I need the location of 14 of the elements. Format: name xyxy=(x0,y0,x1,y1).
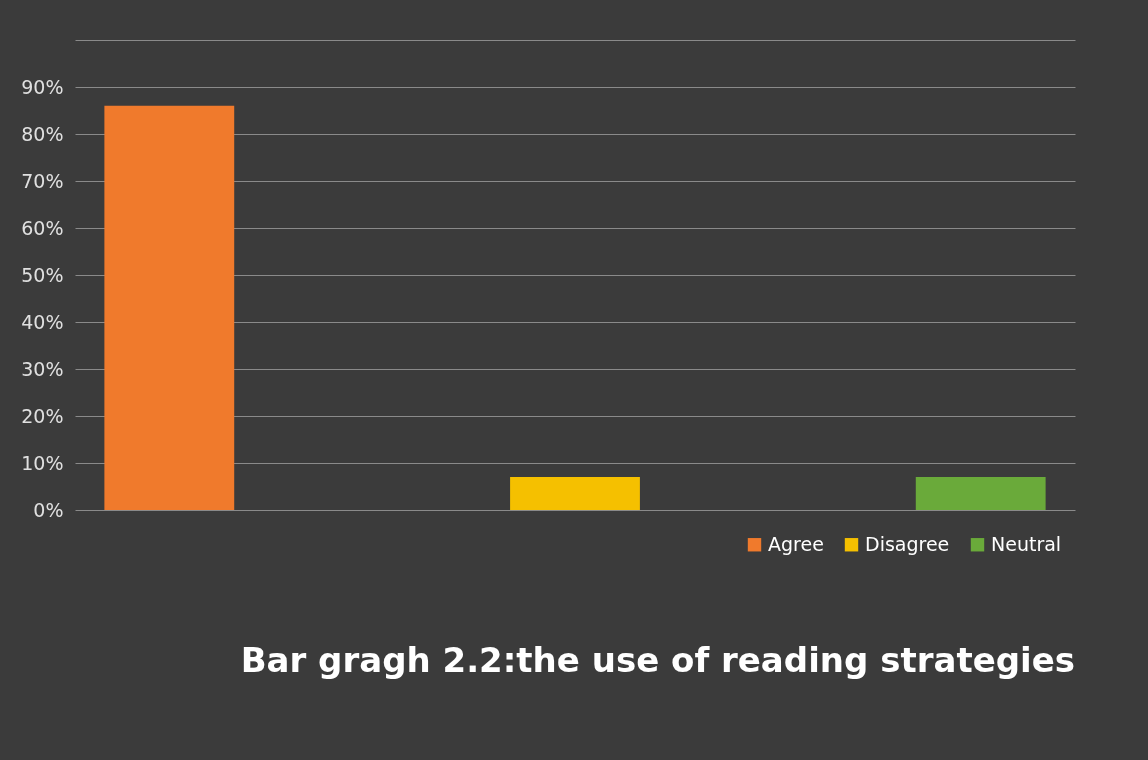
legend-label: Agree xyxy=(768,532,824,555)
text: Bar gragh 2.2:the use of reading strategies xyxy=(240,640,1075,680)
y-tick-label: 10% xyxy=(21,451,64,474)
y-tick-label: 90% xyxy=(21,75,64,98)
y-tick-label: 50% xyxy=(21,263,64,286)
y-tick-label: 40% xyxy=(21,310,64,333)
legend-label: Neutral xyxy=(991,532,1062,555)
legend-label: Disagree xyxy=(865,532,950,555)
y-tick-label: 20% xyxy=(21,404,64,427)
y-tick-label: 30% xyxy=(21,357,64,380)
y-tick-label: 80% xyxy=(21,122,64,145)
y-tick-label: 0% xyxy=(33,498,64,521)
y-tick-label: 70% xyxy=(21,169,64,192)
y-tick-label: 60% xyxy=(21,216,64,239)
